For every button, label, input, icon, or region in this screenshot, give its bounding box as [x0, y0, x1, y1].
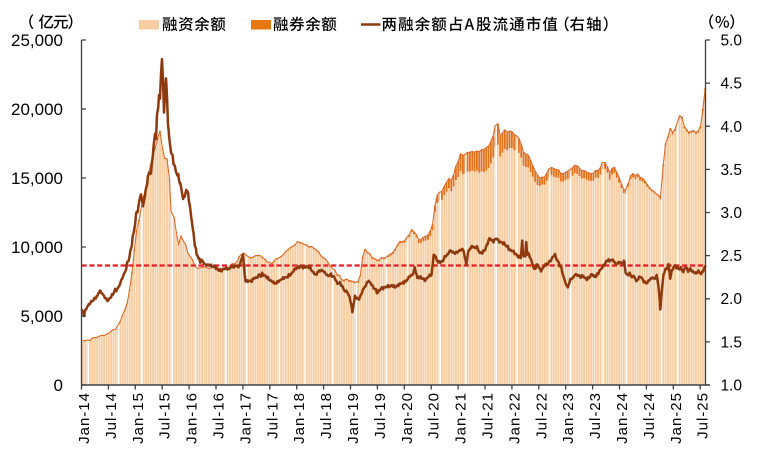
svg-text:Jan-17: Jan-17: [237, 392, 254, 444]
svg-text:5.0: 5.0: [720, 33, 742, 50]
svg-text:Jul-14: Jul-14: [103, 392, 120, 439]
svg-text:Jul-23: Jul-23: [587, 392, 604, 439]
svg-text:20,000: 20,000: [11, 100, 63, 119]
svg-text:Jan-25: Jan-25: [668, 392, 685, 444]
svg-text:Jul-25: Jul-25: [695, 392, 712, 439]
svg-text:Jan-21: Jan-21: [453, 392, 470, 444]
svg-text:4.0: 4.0: [720, 119, 742, 136]
svg-text:Jan-23: Jan-23: [560, 392, 577, 444]
svg-text:Jan-14: Jan-14: [76, 392, 93, 444]
svg-text:10,000: 10,000: [11, 238, 63, 257]
svg-text:Jan-19: Jan-19: [345, 392, 362, 444]
svg-text:1.0: 1.0: [720, 378, 742, 395]
svg-text:0: 0: [54, 376, 63, 395]
svg-text:Jul-15: Jul-15: [157, 392, 174, 439]
svg-text:Jan-15: Jan-15: [130, 392, 147, 444]
svg-text:3.0: 3.0: [720, 205, 742, 222]
svg-text:Jan-24: Jan-24: [614, 392, 631, 444]
svg-text:Jul-17: Jul-17: [264, 392, 281, 439]
svg-text:2.0: 2.0: [720, 291, 742, 308]
svg-text:Jul-20: Jul-20: [426, 392, 443, 439]
svg-text:Jul-19: Jul-19: [372, 392, 389, 439]
svg-text:Jan-20: Jan-20: [399, 392, 416, 444]
svg-text:Jul-22: Jul-22: [533, 392, 550, 439]
svg-text:3.5: 3.5: [720, 162, 742, 179]
svg-text:25,000: 25,000: [11, 31, 63, 50]
svg-text:2.5: 2.5: [720, 248, 742, 265]
svg-text:Jan-18: Jan-18: [291, 392, 308, 444]
svg-text:Jul-16: Jul-16: [211, 392, 228, 439]
svg-text:5,000: 5,000: [20, 307, 63, 326]
svg-text:Jan-22: Jan-22: [506, 392, 523, 444]
svg-text:1.5: 1.5: [720, 334, 742, 351]
svg-text:Jan-16: Jan-16: [184, 392, 201, 444]
svg-text:Jul-18: Jul-18: [318, 392, 335, 439]
svg-text:4.5: 4.5: [720, 76, 742, 93]
svg-text:Jul-21: Jul-21: [480, 392, 497, 439]
svg-text:Jul-24: Jul-24: [641, 392, 658, 439]
svg-text:15,000: 15,000: [11, 169, 63, 188]
